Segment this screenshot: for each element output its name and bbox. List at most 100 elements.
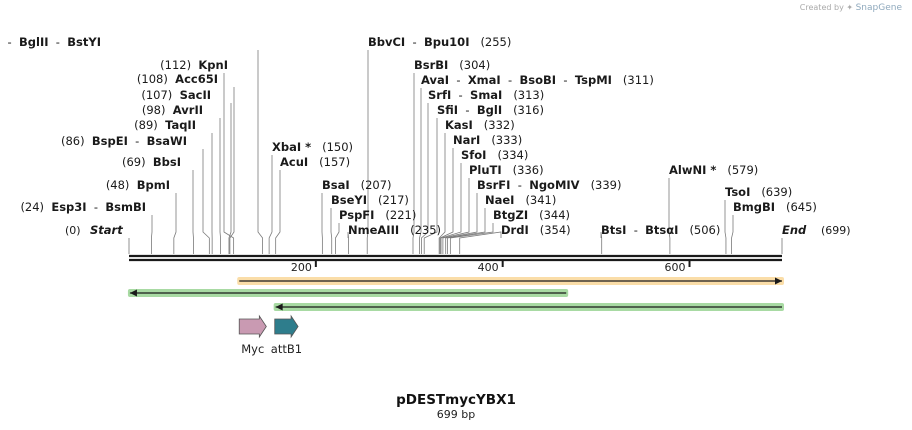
plasmid-length: 699 bp [437,408,475,421]
site-position: (207) [361,178,392,192]
cut-line-acc65i [229,87,235,254]
cut-line-btsi [600,231,603,254]
ruler-tick-label-600: 600 [665,261,686,274]
enzyme-name: BtsI [601,223,626,237]
cut-line-kpni [223,73,235,254]
separator [580,178,591,192]
site-label-kpni[interactable]: (112) KpnI [160,58,228,72]
site-label-sacii[interactable]: (107) SacII [141,88,211,102]
site-label-tsoi[interactable]: TsoI (639) [725,185,792,199]
site-label-nmeaiii[interactable]: NmeAIII (235) [348,223,441,237]
site-label-btgzi[interactable]: BtgZI (344) [493,208,570,222]
site-label-sfoi[interactable]: SfoI (334) [461,148,528,162]
site-label-alwni[interactable]: AlwNI * (579) [669,163,758,177]
site-label-xbai[interactable]: XbaI * (150) [272,140,353,154]
separator: - [451,88,470,102]
enzyme-name: NmeAIII [348,223,399,237]
site-label-mfii[interactable]: (143) MfII * - BglII - BstYI [0,35,101,49]
site-label-taqii[interactable]: (89) TaqII [134,118,196,132]
enzyme-name: Acc65I [175,72,218,86]
cut-line-srfi [421,103,429,254]
site-label-sfii[interactable]: SfiI - BglI (316) [437,103,544,117]
orf-arrowhead [775,277,782,285]
site-label-bsrbi[interactable]: BsrBI (304) [414,58,490,72]
separator [158,118,165,132]
separator: - [49,35,68,49]
enzyme-name: DrdI [501,223,529,237]
site-label-bbsi[interactable]: (69) BbsI [122,155,181,169]
site-position: (89) [134,118,158,132]
enzyme-name: NgoMIV [529,178,579,192]
site-label-bmgbi[interactable]: BmgBI (645) [733,200,817,214]
enzyme-name: BtsαI [645,223,678,237]
cut-line-mfii [257,50,263,254]
site-label-avai[interactable]: AvaI - XmaI - BsoBI - TspMI (311) [421,73,654,87]
site-position: (332) [484,118,515,132]
site-label-avrii[interactable]: (98) AvrII [142,103,203,117]
orf-arrow-2[interactable] [127,289,569,297]
separator: - [501,73,520,87]
start-label[interactable]: Start [90,223,123,237]
enzyme-name: PspFI [339,208,374,222]
enzyme-name: KasI [445,118,473,132]
site-label-nari[interactable]: NarI (333) [453,133,522,147]
orf-arrow-1[interactable] [237,277,784,285]
site-label-bsai[interactable]: BsaI (207) [322,178,392,192]
site-label-naei[interactable]: NaeI (341) [485,193,556,207]
site-label-bsrfi[interactable]: BsrFI - NgoMIV (339) [477,178,622,192]
site-position: (255) [480,35,511,49]
site-label-btsi[interactable]: BtsI - BtsαI (506) [601,223,720,237]
enzyme-name: SacII [180,88,211,102]
separator: - [87,200,106,214]
separator [502,163,513,177]
enzyme-name: BsrBI [414,58,448,72]
feature-arrow [238,314,267,339]
site-label-kasi[interactable]: KasI (332) [445,118,515,132]
cut-line-bbvci [366,50,369,254]
site-label-acui[interactable]: AcuI (157) [280,155,350,169]
site-position: (311) [623,73,654,87]
site-label-esp3i[interactable]: (24) Esp3I - BsmBI [20,200,146,214]
enzyme-name: SfiI [437,103,458,117]
site-label-pspfi[interactable]: PspFI (221) [339,208,416,222]
site-label-bseyi[interactable]: BseYI (217) [331,193,409,207]
separator [399,223,410,237]
enzyme-name: AcuI [280,155,308,169]
site-position: (217) [378,193,409,207]
enzyme-name: XmaI [468,73,501,87]
separator [172,88,179,102]
enzyme-name: BspEI [92,134,128,148]
cut-line-bseyi [330,208,333,254]
separator [146,155,153,169]
separator [502,88,513,102]
cut-line-tsoi [724,200,727,254]
site-label-bspei[interactable]: (86) BspEI - BsaWI [61,134,187,148]
cut-line-nari [439,148,454,254]
separator: - [458,103,477,117]
orf-arrow-3[interactable] [273,303,784,311]
cut-line-drdi [459,231,502,254]
site-label-acc65i[interactable]: (108) Acc65I [137,72,218,86]
enzyme-name: BsaI [322,178,350,192]
cut-line-pluti [442,178,470,254]
feature-myc[interactable]: Myc [238,314,267,356]
site-label-bpmi[interactable]: (48) BpmI [106,178,170,192]
site-label-bbvci[interactable]: BbvCI - Bpu10I (255) [368,35,511,49]
credit-prefix: Created by [799,3,844,12]
separator: - [0,35,19,49]
separator [528,208,539,222]
end-label[interactable]: End [782,223,807,237]
cut-line-bspei [202,149,210,254]
site-label-srfi[interactable]: SrfI - SmaI (313) [428,88,544,102]
site-label-drdi[interactable]: DrdI (354) [501,223,571,237]
site-label-pluti[interactable]: PluTI (336) [469,163,544,177]
cut-line-xbai [268,155,273,254]
site-position: (235) [410,223,441,237]
start-position: (0) [65,224,81,237]
cut-line-pspfi [335,223,340,254]
ruler-tick-label-200: 200 [291,261,312,274]
separator [168,72,175,86]
separator [480,133,491,147]
feature-attb1[interactable]: attB1 [271,314,302,356]
